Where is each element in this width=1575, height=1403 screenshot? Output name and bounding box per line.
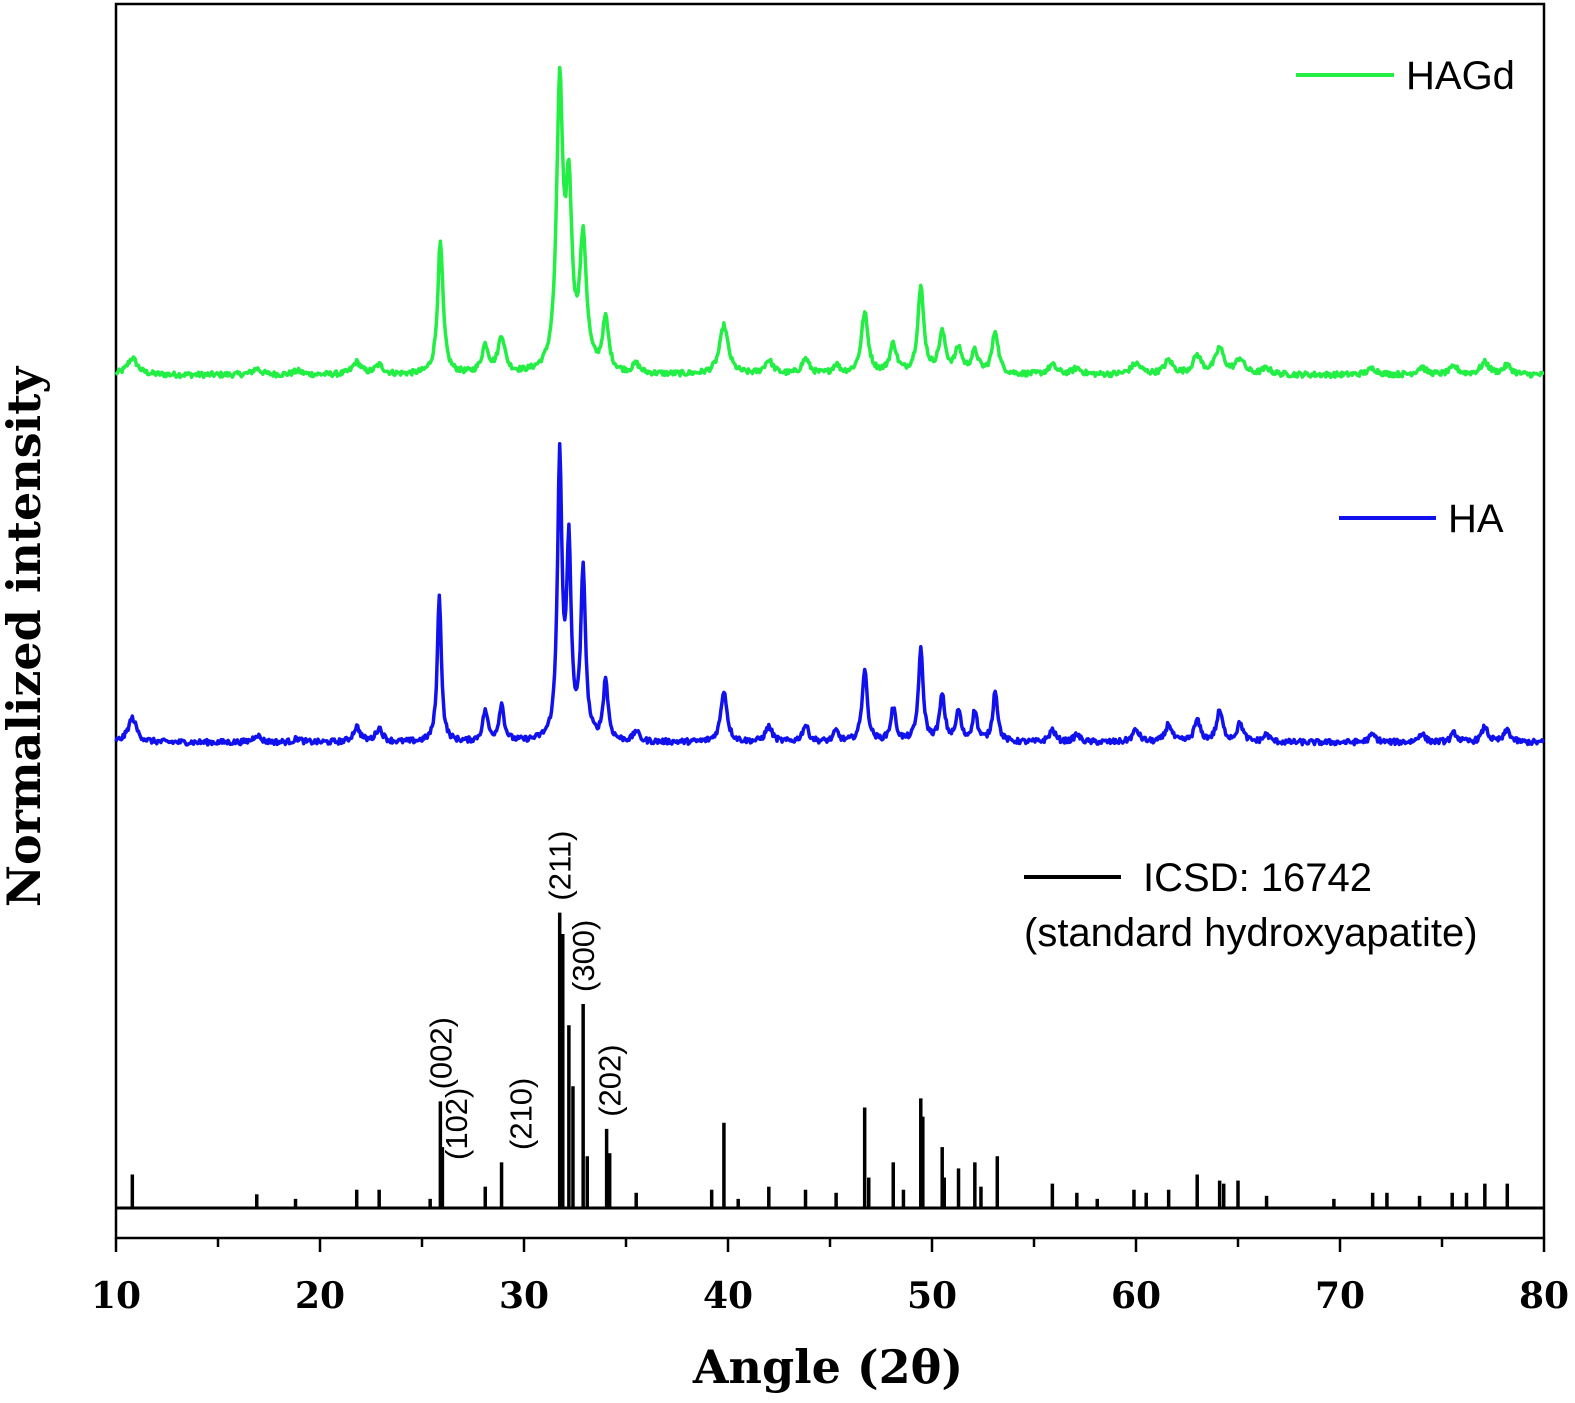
legend-label: ICSD: 16742 (1143, 856, 1372, 900)
y-axis-title: Normalized intensity (0, 366, 51, 907)
legend-item: ICSD: 16742 (standard hydroxyapatite) (1024, 856, 1478, 955)
x-tick-label: 40 (703, 1275, 753, 1317)
peak-annotations: (002)(102) (210) (211) (300) (202) (423, 831, 627, 1160)
x-tick-label: 30 (499, 1275, 549, 1317)
x-tick-label: 10 (91, 1275, 141, 1317)
legend-item: HAGd (1296, 54, 1515, 98)
series-layer (114, 65, 1545, 1210)
x-tick-label: 50 (907, 1275, 957, 1317)
series-line (114, 65, 1545, 380)
peak-label: (102) (439, 1088, 474, 1160)
series-ha (114, 441, 1545, 747)
legend-item: HA (1339, 497, 1504, 541)
x-tick-label: 60 (1111, 1275, 1161, 1317)
legend-label: HAGd (1406, 54, 1515, 98)
x-tick-label: 80 (1519, 1275, 1569, 1317)
series-line (114, 441, 1545, 747)
peak-label: (210) (504, 1078, 539, 1150)
plot-frame (114, 2, 1546, 1240)
peak-label: (002) (423, 1017, 458, 1089)
series-hagd (114, 65, 1545, 380)
x-axis-ticks: 10 20 30 40 50 60 70 80 (91, 1238, 1569, 1317)
peak-label: (211) (543, 831, 578, 901)
series-icsd-16742 (116, 912, 1544, 1210)
legend-label: (standard hydroxyapatite) (1024, 911, 1478, 955)
plot-area: (002)(102) (210) (211) (300) (202) HAGd HA ICS… (91, 2, 1569, 1317)
legend-label: HA (1448, 497, 1504, 541)
x-axis-title: Angle (2θ) (692, 1340, 963, 1394)
x-tick-label: 70 (1315, 1275, 1365, 1317)
peak-label: (202) (593, 1044, 628, 1116)
legend: HAGd HA ICSD: 16742 (standard hydroxyapatit… (1024, 54, 1515, 955)
peak-label: (300) (566, 920, 601, 992)
x-tick-label: 20 (295, 1275, 345, 1317)
